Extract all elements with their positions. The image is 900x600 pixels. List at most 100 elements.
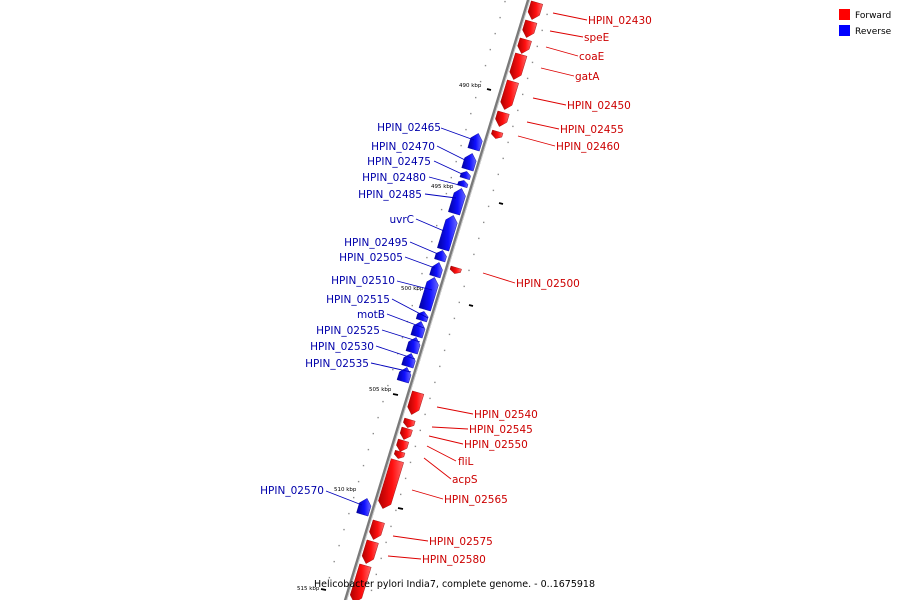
scale-dot: [499, 16, 501, 19]
gene-arrow-HPIN_02455[interactable]: [495, 110, 510, 127]
scale-dot: [426, 256, 428, 259]
gene-labels: HPIN_02430 speE coaE gatA HPIN_02450 HPI…: [260, 15, 652, 566]
gene-label-HPIN_02480[interactable]: HPIN_02480: [362, 172, 426, 184]
gene-label-HPIN_02575[interactable]: HPIN_02575: [429, 536, 493, 548]
scale-dot: [541, 29, 543, 32]
gene-arrow-coaE[interactable]: [517, 37, 532, 54]
gene-arrow-uvrC[interactable]: [437, 215, 458, 252]
gene-arrow-motB[interactable]: [410, 321, 426, 339]
scale-dots: [328, 0, 548, 592]
scale-dot: [502, 157, 504, 160]
leader-line: [532, 97, 567, 106]
scale-dot: [377, 416, 379, 419]
gene-label-HPIN_02475[interactable]: HPIN_02475: [367, 156, 431, 168]
gene-arrow-HPIN_02485[interactable]: [448, 188, 466, 216]
leader-line: [482, 272, 516, 284]
gene-arrow-HPIN_02500[interactable]: [449, 265, 462, 274]
scale-dot: [431, 240, 433, 243]
legend-reverse-swatch: [839, 25, 850, 36]
gene-label-uvrC[interactable]: uvrC: [389, 214, 414, 226]
gene-label-HPIN_02450[interactable]: HPIN_02450: [567, 100, 631, 112]
gene-label-HPIN_02495[interactable]: HPIN_02495: [344, 237, 408, 249]
legend-forward-label: Forward: [855, 11, 891, 21]
legend-forward-swatch: [839, 9, 850, 20]
gene-label-HPIN_02515[interactable]: HPIN_02515: [326, 294, 390, 306]
gene-arrow-speE[interactable]: [522, 19, 538, 38]
gene-arrow-HPIN_02565[interactable]: [378, 458, 404, 509]
leader-line: [440, 127, 475, 141]
gene-label-HPIN_02510[interactable]: HPIN_02510: [331, 275, 395, 287]
gene-label-HPIN_02540[interactable]: HPIN_02540: [474, 409, 538, 421]
gene-label-HPIN_02535[interactable]: HPIN_02535: [305, 358, 369, 370]
gene-label-HPIN_02525[interactable]: HPIN_02525: [316, 325, 380, 337]
gene-label-HPIN_02550[interactable]: HPIN_02550: [464, 439, 528, 451]
gene-label-HPIN_02465[interactable]: HPIN_02465: [377, 122, 441, 134]
gene-label-HPIN_02455[interactable]: HPIN_02455: [560, 124, 624, 136]
gene-label-gatA[interactable]: gatA: [575, 71, 600, 83]
gene-arrow-HPIN_02465[interactable]: [467, 133, 483, 152]
gene-label-HPIN_02570[interactable]: HPIN_02570: [260, 485, 324, 497]
scale-dot: [348, 512, 350, 515]
leader-line: [549, 30, 584, 38]
gene-arrow-HPIN_02570[interactable]: [356, 498, 372, 517]
gene-label-HPIN_02470[interactable]: HPIN_02470: [371, 141, 435, 153]
gene-arrow-HPIN_02495[interactable]: [434, 250, 447, 263]
gene-label-HPIN_02485[interactable]: HPIN_02485: [358, 189, 422, 201]
gene-label-coaE[interactable]: coaE: [579, 51, 604, 63]
gene-label-HPIN_02430[interactable]: HPIN_02430: [588, 15, 652, 27]
gene-arrow-HPIN_02450[interactable]: [500, 79, 519, 110]
scale-dot: [468, 269, 470, 272]
genome-caption: Helicobacter pylori India7, complete gen…: [314, 579, 595, 590]
gene-arrow-HPIN_02545[interactable]: [403, 417, 416, 428]
leader-line: [391, 298, 429, 319]
scale-dot: [536, 45, 538, 48]
gene-label-HPIN_02460[interactable]: HPIN_02460: [556, 141, 620, 153]
leader-line: [375, 345, 416, 360]
gene-arrow-HPIN_02550[interactable]: [399, 426, 413, 440]
gene-arrow-HPIN_02480[interactable]: [457, 180, 469, 189]
gene-arrow-HPIN_02515[interactable]: [415, 311, 429, 323]
gene-arrow-HPIN_02575[interactable]: [369, 519, 385, 540]
scale-dot: [443, 349, 446, 352]
scale-dot: [455, 160, 457, 163]
scale-dot: [494, 32, 496, 35]
gene-arrow-HPIN_02540[interactable]: [407, 390, 425, 415]
scale-dot: [362, 464, 365, 467]
gene-arrow-HPIN_02580[interactable]: [361, 539, 379, 564]
leader-line: [436, 406, 474, 415]
gene-label-HPIN_02505[interactable]: HPIN_02505: [339, 252, 403, 264]
tick-label-490: 490 kbp: [459, 83, 482, 89]
gene-label-acpS[interactable]: acpS: [452, 474, 478, 486]
gene-arrow-HPIN_02460[interactable]: [491, 129, 504, 139]
leader-line: [423, 457, 452, 480]
scale-dot: [424, 413, 426, 416]
gene-arrow-HPIN_02510[interactable]: [418, 277, 439, 312]
leader-line: [426, 445, 457, 462]
gene-arrow-acpS[interactable]: [393, 449, 406, 459]
gene-label-fliL[interactable]: fliL: [458, 456, 474, 468]
gene-arrow-gatA[interactable]: [509, 52, 528, 80]
leader-line: [526, 121, 560, 130]
gene-label-motB[interactable]: motB: [357, 309, 385, 321]
gene-label-HPIN_02500[interactable]: HPIN_02500: [516, 278, 580, 290]
gene-label-speE[interactable]: speE: [584, 32, 609, 44]
gene-arrow-HPIN_02475[interactable]: [459, 171, 471, 181]
scale-dot: [450, 176, 452, 179]
leader-line: [386, 313, 425, 329]
gene-arrow-HPIN_02525[interactable]: [405, 337, 421, 355]
scale-dot: [522, 93, 524, 96]
gene-arrow-fliL[interactable]: [396, 438, 410, 452]
gene-arrow-HPIN_02505[interactable]: [429, 262, 443, 279]
gene-label-HPIN_02545[interactable]: HPIN_02545: [469, 424, 533, 436]
gene-label-HPIN_02580[interactable]: HPIN_02580: [422, 554, 486, 566]
gene-arrow-HPIN_02430[interactable]: [527, 0, 544, 20]
gene-arrow-HPIN_02530[interactable]: [401, 353, 416, 369]
gene-arrow-HPIN_02470[interactable]: [461, 153, 477, 172]
scale-dot: [478, 237, 480, 240]
gene-arrows: [349, 0, 544, 600]
gene-label-HPIN_02565[interactable]: HPIN_02565: [444, 494, 508, 506]
gene-arrow-extra[interactable]: [349, 563, 372, 600]
gene-label-HPIN_02530[interactable]: HPIN_02530: [310, 341, 374, 353]
scale-dot: [489, 48, 491, 51]
scale-dot: [375, 573, 377, 576]
